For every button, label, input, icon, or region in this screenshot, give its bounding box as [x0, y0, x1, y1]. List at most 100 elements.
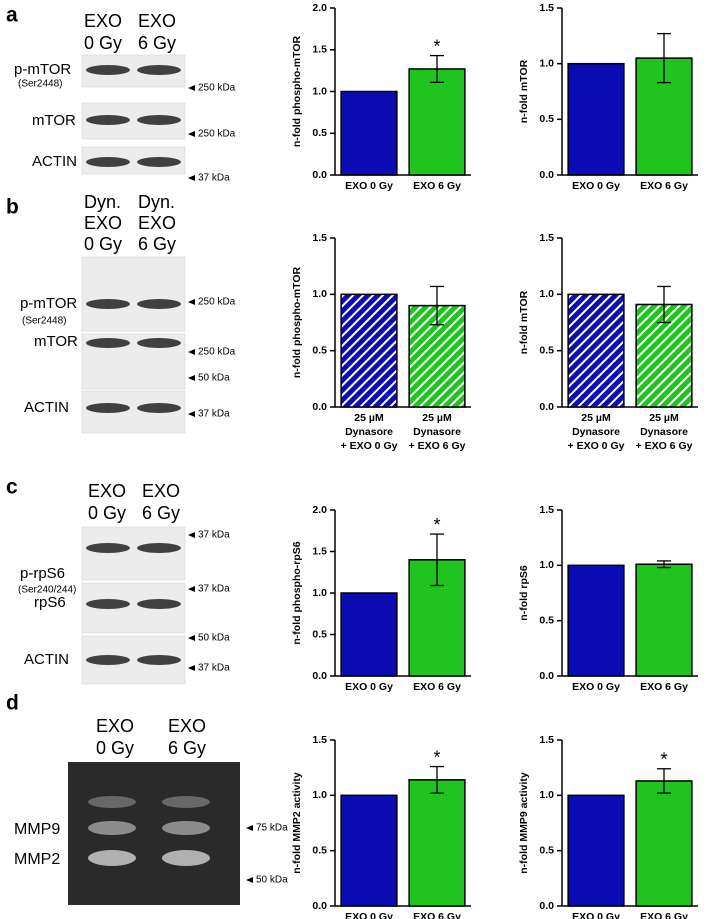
bar [340, 794, 398, 907]
panel-letter: a [6, 4, 18, 27]
row-label: rpS6 [34, 594, 66, 611]
lane-header: EXO [84, 11, 122, 31]
y-tick-label: 0.5 [539, 844, 554, 856]
x-tick-label: Dynasore [640, 426, 688, 438]
row-sublabel: (Ser2448) [18, 79, 62, 90]
marker-arrow [188, 349, 195, 355]
gel-band [162, 796, 210, 808]
significance: * [660, 750, 667, 770]
bar [340, 592, 398, 677]
lane-header: 0 Gy [84, 33, 122, 53]
x-tick-label: Dynasore [345, 426, 393, 438]
marker-arrow [188, 586, 195, 592]
y-tick-label: 1.5 [312, 232, 327, 244]
gel-band [162, 850, 210, 866]
x-tick-label: EXO 6 Gy [640, 911, 688, 919]
panel-letter: c [6, 476, 18, 499]
x-tick-label: EXO 0 Gy [345, 681, 393, 693]
band [137, 543, 181, 553]
gel [68, 762, 240, 905]
bar [567, 794, 625, 907]
band [86, 338, 130, 348]
x-tick-label: EXO 0 Gy [572, 911, 620, 919]
x-tick-label: 25 µM [581, 412, 611, 424]
y-axis-label: n-fold MMP2 activity [291, 772, 303, 874]
marker-arrow [188, 665, 195, 671]
y-tick-label: 1.5 [539, 2, 554, 14]
lane-header: EXO [138, 11, 176, 31]
marker: 50 kDa [198, 373, 230, 384]
y-axis-label: n-fold phospho-rpS6 [291, 541, 303, 644]
band [86, 403, 130, 413]
row-label: MMP9 [14, 821, 60, 838]
band [86, 299, 130, 309]
bar [408, 68, 466, 176]
x-tick-label: 25 µM [649, 412, 679, 424]
y-tick-label: 1.0 [312, 789, 327, 801]
bar [635, 780, 693, 907]
y-tick-label: 0.5 [539, 614, 554, 626]
x-tick-label: Dynasore [572, 426, 620, 438]
gel-band [88, 821, 136, 835]
y-tick-label: 1.0 [539, 559, 554, 571]
y-tick-label: 1.0 [539, 57, 554, 69]
x-tick-label: EXO 0 Gy [345, 180, 393, 192]
y-tick-label: 0.0 [539, 169, 554, 181]
marker: 50 kDa [198, 633, 230, 644]
panel-letter: b [6, 196, 19, 219]
marker: 37 kDa [198, 584, 230, 595]
band [86, 599, 130, 609]
x-tick-label: Dynasore [413, 426, 461, 438]
marker-arrow [188, 131, 195, 137]
marker-arrow [188, 532, 195, 538]
y-tick-label: 0.0 [312, 169, 327, 181]
band [137, 299, 181, 309]
y-tick-label: 0.0 [312, 900, 327, 912]
y-tick-label: 0.5 [539, 344, 554, 356]
bar [635, 563, 693, 677]
x-tick-label: EXO 6 Gy [640, 681, 688, 693]
marker: 75 kDa [256, 823, 288, 834]
bar [567, 293, 625, 408]
lane-header: 6 Gy [142, 503, 180, 523]
marker: 250 kDa [198, 347, 236, 358]
y-tick-label: 1.5 [539, 734, 554, 746]
y-tick-label: 1.0 [539, 288, 554, 300]
x-tick-label: EXO 0 Gy [572, 681, 620, 693]
bar [408, 779, 466, 907]
lane-header: 0 Gy [88, 503, 126, 523]
lane-header: Dyn. [84, 192, 121, 212]
lane-header: EXO [168, 716, 206, 736]
x-tick-label: + EXO 6 Gy [636, 440, 693, 452]
y-tick-label: 0.0 [312, 670, 327, 682]
y-axis-label: n-fold rpS6 [518, 565, 530, 621]
bar [340, 90, 398, 176]
significance: * [433, 515, 440, 535]
marker-arrow [246, 877, 253, 883]
marker-arrow [246, 825, 253, 831]
band [137, 338, 181, 348]
marker: 50 kDa [256, 875, 288, 886]
marker: 37 kDa [198, 173, 230, 184]
y-tick-label: 0.5 [539, 113, 554, 125]
x-tick-label: + EXO 6 Gy [409, 440, 466, 452]
significance: * [433, 747, 440, 767]
significance: * [433, 36, 440, 56]
y-tick-label: 2.0 [312, 2, 327, 14]
y-tick-label: 1.0 [312, 85, 327, 97]
y-tick-label: 1.0 [312, 587, 327, 599]
error-bar [657, 32, 671, 84]
lane-header: 6 Gy [168, 738, 206, 758]
lane-header: 6 Gy [138, 33, 176, 53]
x-tick-label: 25 µM [354, 412, 384, 424]
y-axis-label: n-fold mTOR [518, 290, 530, 354]
marker-arrow [188, 635, 195, 641]
blot [81, 526, 186, 581]
bar [567, 62, 625, 176]
band [86, 543, 130, 553]
row-sublabel: (Ser240/244) [18, 585, 76, 596]
x-tick-label: + EXO 0 Gy [341, 440, 398, 452]
x-tick-label: + EXO 0 Gy [568, 440, 625, 452]
row-label: p-mTOR [20, 295, 77, 312]
row-label: ACTIN [24, 399, 69, 416]
